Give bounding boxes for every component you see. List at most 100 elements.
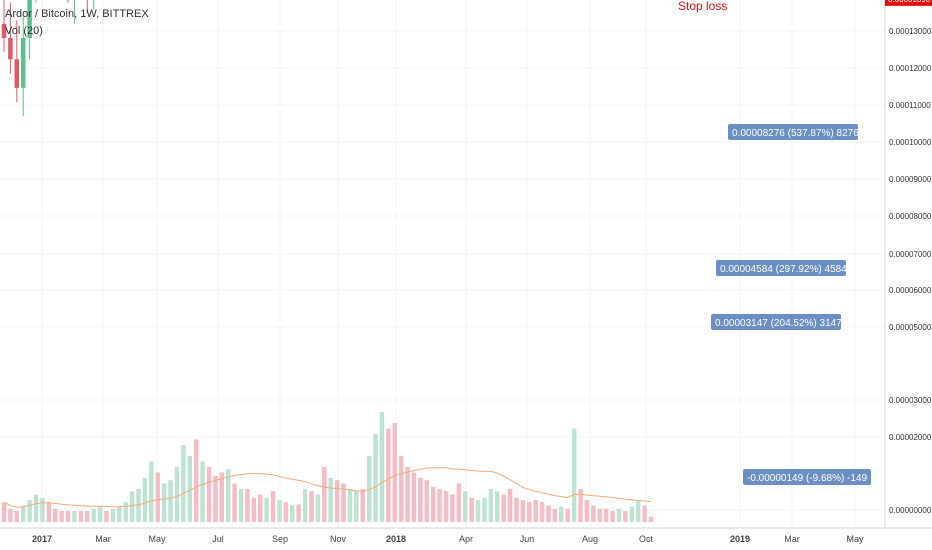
volume-bar [277,500,282,522]
price-tick-label: 0.00002000 [889,433,932,442]
volume-bar [591,505,596,522]
price-tags: 0.000098150.000061230.000046860.00003967… [885,0,932,6]
volume-bar [559,506,564,522]
volume-bar [482,497,487,522]
price-tick-label: 0.00007000 [889,250,932,259]
price-tick-label: 0.00005000 [889,323,932,332]
volume-bar [65,511,71,522]
volume-bar [161,483,167,522]
time-tick-label: Apr [459,534,473,544]
volume-bar [110,508,116,522]
volume-bar [398,456,404,522]
time-tick-label: May [846,534,864,544]
volume-bar [315,494,321,522]
volume-bar [507,489,513,522]
volume-bar [245,489,250,522]
price-tick-label: 0.00000000 [889,506,932,515]
volume-bar [411,472,417,522]
volume-bar [1,502,7,522]
candles [1,0,95,117]
volume-bar [174,467,180,522]
volume-bar [91,508,96,522]
volume-bar [475,500,481,522]
volume-bar [117,505,122,522]
time-tick-label: Mar [95,534,111,544]
price-tick-label: 0.00006000 [889,286,932,295]
volume-bar [123,502,128,522]
measure-label-text: 0.00008276 (537.87%) 8276 [732,128,859,139]
volume-bar [193,439,199,522]
measure-label-text: -0.00000149 (-9.68%) -149 [747,473,868,484]
volume-bar [571,428,577,522]
volume-bar [495,491,500,522]
time-tick-label: Jun [520,534,535,544]
volume-bar [629,506,635,522]
volume-bar [546,505,551,522]
volume-bar [46,502,52,522]
grid [0,0,885,528]
volume-bar [85,511,90,522]
time-axis[interactable]: 2017 Mar May Jul Sep Nov 2018 Apr Jun Aug Oct 2019 M… [32,534,864,544]
volume-bar [251,497,257,522]
volume-bar [603,508,609,522]
volume-bar [456,483,462,522]
volume-moving-average [3,467,652,508]
measure-label-box [716,260,846,276]
volume-bar [424,480,430,522]
time-tick-label: 2017 [32,534,52,544]
stop-loss-text: Stop loss [678,0,727,13]
time-tick-label: Mar [784,534,800,544]
candle-body [8,38,13,60]
candle-body [27,0,32,39]
volume-bar [232,483,237,522]
measure-label-text: 0.00003147 (204.52%) 3147 [715,318,842,329]
volume-bar [104,511,109,522]
measure-label-text: 0.00004584 (297.92%) 4584 [720,264,847,275]
stop-loss-price-label: 0.00001390 [888,0,931,4]
volume-bar [578,489,583,522]
volume-bar [53,508,58,522]
volume-bar [514,497,519,522]
volume-bar [328,478,333,522]
measure-label-box [728,124,858,140]
volume-bar [149,461,154,522]
volume-bar [539,502,545,522]
volume-bar [97,505,103,522]
measure-label-box [711,314,841,330]
volume-bar [373,434,378,522]
volume-bar [520,500,526,522]
volume-bar [322,467,327,522]
volume-bar [59,511,64,522]
volume-bar [181,445,186,522]
volume-bar [168,480,173,522]
volume-bar [341,483,346,522]
volume-bar [187,456,193,522]
volume-indicator-label: Vol (20) [5,25,43,37]
volume-bar [360,489,365,522]
volume-bar [238,489,244,522]
volume-bar [533,500,538,522]
volume-bar [623,511,628,522]
volume-bar [347,489,353,522]
volume-bar [392,423,398,522]
volume-bar [200,461,205,522]
volume-bars [1,412,654,522]
volume-bar [469,497,474,522]
volume-bar [155,472,160,522]
volume-bar [635,500,641,522]
price-axis[interactable]: 0.00013000 0.00012000 0.00011000 0.00010000… [889,27,932,515]
volume-bar [136,489,141,522]
price-tick-label: 0.00009000 [889,175,932,184]
volume-bar [366,456,372,522]
volume-bar [206,467,212,522]
volume-bar [379,412,385,522]
volume-bar [565,508,570,522]
volume-bar [309,491,314,522]
volume-bar [430,486,436,522]
volume-bar [597,508,602,522]
volume-bar [610,511,615,522]
price-tick-label: 0.00003000 [889,396,932,405]
price-levels: Breakout EntryEntryStop loss [678,0,727,13]
